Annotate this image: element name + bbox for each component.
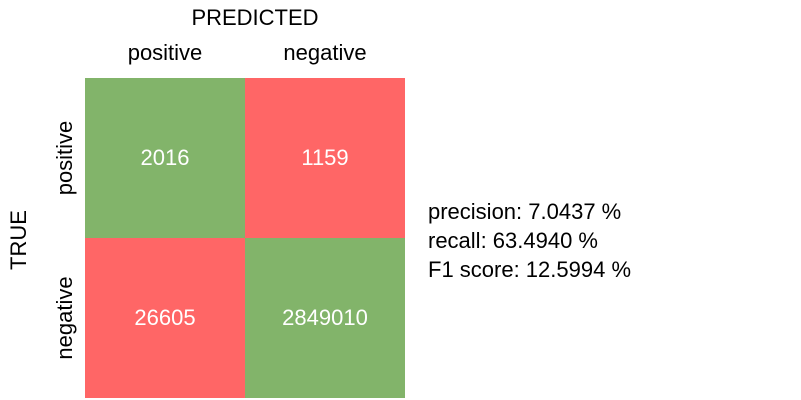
row-label-positive-text: positive (52, 120, 77, 196)
row-label-positive: positive (50, 78, 80, 238)
recall-metric: recall: 63.4940 % (428, 228, 598, 253)
column-label-negative: negative (283, 40, 367, 65)
row-label-negative: negative (50, 238, 80, 398)
cell-value-false-positive: 26605 (134, 305, 196, 330)
cell-true-negative: 2849010 (245, 238, 405, 398)
confusion-matrix: 2016 1159 26605 2849010 (85, 78, 405, 398)
predicted-axis-title: PREDICTED (191, 5, 319, 30)
row-label-negative-text: negative (52, 276, 77, 360)
cell-value-true-positive: 2016 (140, 145, 190, 170)
cell-true-positive: 2016 (85, 78, 245, 238)
metrics-panel: precision: 7.0437 % recall: 63.4940 % F1… (428, 197, 631, 284)
column-label-positive: positive (127, 40, 203, 65)
cell-false-positive: 26605 (85, 238, 245, 398)
cell-value-false-negative: 1159 (301, 145, 349, 170)
true-axis-title-text: TRUE (6, 210, 31, 270)
cell-value-true-negative: 2849010 (282, 305, 368, 330)
precision-metric: precision: 7.0437 % (428, 199, 622, 224)
cell-false-negative: 1159 (245, 78, 405, 238)
f1-score-metric: F1 score: 12.5994 % (428, 257, 632, 282)
